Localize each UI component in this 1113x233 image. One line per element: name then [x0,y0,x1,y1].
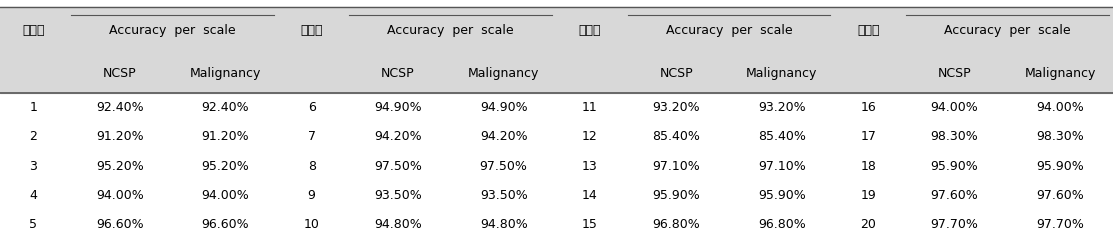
Text: 11: 11 [582,101,598,114]
Text: 판독자: 판독자 [22,24,45,37]
Text: Accuracy  per  scale: Accuracy per scale [944,24,1071,37]
Text: Malignancy: Malignancy [189,67,262,80]
Text: 85.40%: 85.40% [758,130,806,143]
Text: 96.60%: 96.60% [96,218,144,231]
Text: 판독자: 판독자 [579,24,601,37]
Text: 16: 16 [860,101,876,114]
Text: 94.80%: 94.80% [374,218,422,231]
Text: 14: 14 [582,189,598,202]
Text: 판독자: 판독자 [301,24,323,37]
Text: 94.20%: 94.20% [374,130,422,143]
Text: 95.90%: 95.90% [652,189,700,202]
Text: 97.10%: 97.10% [758,160,806,172]
Text: Accuracy  per  scale: Accuracy per scale [109,24,236,37]
Bar [0,7,1113,93]
Text: 92.40%: 92.40% [201,101,249,114]
Text: 94.90%: 94.90% [480,101,528,114]
Text: 94.00%: 94.00% [201,189,249,202]
Text: 97.50%: 97.50% [480,160,528,172]
Text: Accuracy  per  scale: Accuracy per scale [387,24,514,37]
Text: Malignancy: Malignancy [467,67,540,80]
Text: 98.30%: 98.30% [930,130,978,143]
Text: 97.10%: 97.10% [652,160,700,172]
Text: 93.50%: 93.50% [374,189,422,202]
Text: 95.20%: 95.20% [96,160,144,172]
Text: 94.00%: 94.00% [96,189,144,202]
Text: 8: 8 [307,160,316,172]
Text: 4: 4 [29,189,38,202]
Text: Accuracy  per  scale: Accuracy per scale [666,24,792,37]
Text: 96.80%: 96.80% [758,218,806,231]
Text: 12: 12 [582,130,598,143]
Text: 20: 20 [860,218,876,231]
Text: Malignancy: Malignancy [1024,67,1096,80]
Text: 13: 13 [582,160,598,172]
Text: 3: 3 [29,160,38,172]
Text: 97.70%: 97.70% [1036,218,1084,231]
Text: NCSP: NCSP [937,67,972,80]
Text: 97.60%: 97.60% [1036,189,1084,202]
Text: 94.90%: 94.90% [374,101,422,114]
Text: Malignancy: Malignancy [746,67,818,80]
Text: 95.90%: 95.90% [930,160,978,172]
Text: 5: 5 [29,218,38,231]
Text: 10: 10 [304,218,319,231]
Text: 91.20%: 91.20% [201,130,249,143]
Text: 93.50%: 93.50% [480,189,528,202]
Text: 94.20%: 94.20% [480,130,528,143]
Text: 6: 6 [307,101,316,114]
Text: 94.00%: 94.00% [930,101,978,114]
Text: 18: 18 [860,160,876,172]
Text: 94.80%: 94.80% [480,218,528,231]
Text: 91.20%: 91.20% [96,130,144,143]
Text: 97.50%: 97.50% [374,160,422,172]
Text: NCSP: NCSP [659,67,693,80]
Text: NCSP: NCSP [381,67,415,80]
Text: 2: 2 [29,130,38,143]
Text: 93.20%: 93.20% [652,101,700,114]
Text: 96.60%: 96.60% [201,218,249,231]
Text: 95.90%: 95.90% [1036,160,1084,172]
Text: 96.80%: 96.80% [652,218,700,231]
Text: 97.60%: 97.60% [930,189,978,202]
Text: 97.70%: 97.70% [930,218,978,231]
Text: 95.20%: 95.20% [201,160,249,172]
Text: 7: 7 [307,130,316,143]
Text: 15: 15 [582,218,598,231]
Text: 판독자: 판독자 [857,24,879,37]
Text: 1: 1 [29,101,38,114]
Text: 85.40%: 85.40% [652,130,700,143]
Text: 94.00%: 94.00% [1036,101,1084,114]
Text: 9: 9 [307,189,316,202]
Text: 92.40%: 92.40% [96,101,144,114]
Text: 98.30%: 98.30% [1036,130,1084,143]
Text: NCSP: NCSP [102,67,137,80]
Text: 17: 17 [860,130,876,143]
Text: 19: 19 [860,189,876,202]
Text: 95.90%: 95.90% [758,189,806,202]
Text: 93.20%: 93.20% [758,101,806,114]
